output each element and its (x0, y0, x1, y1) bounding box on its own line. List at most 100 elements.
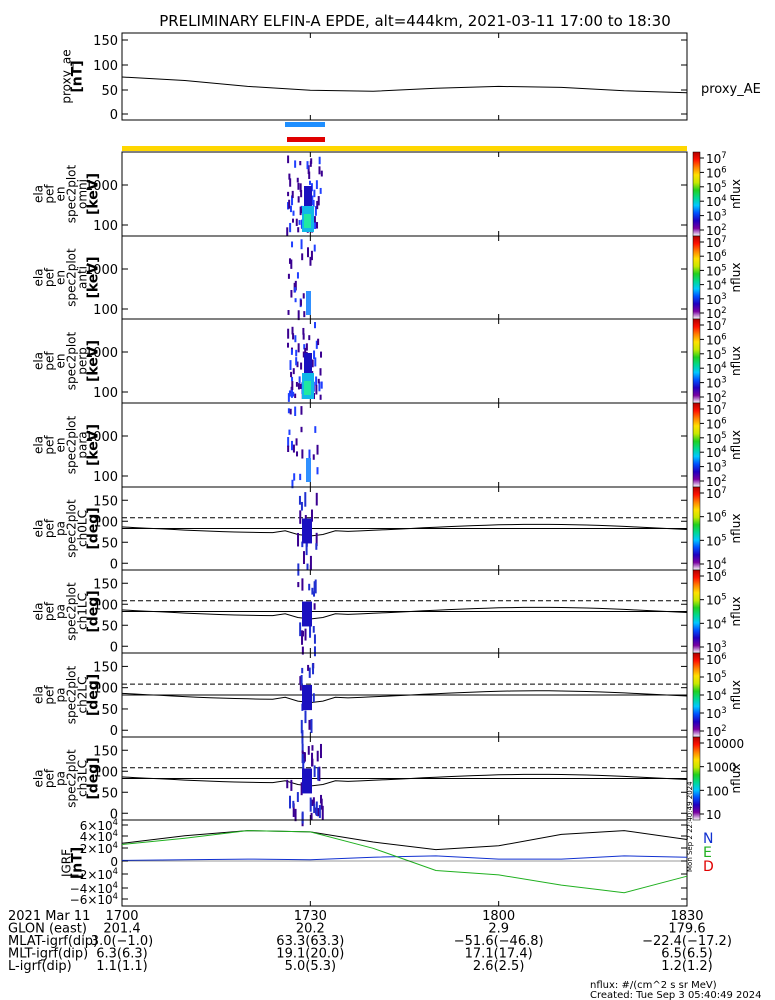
line-series-group (121, 76, 688, 94)
figure-title: PRELIMINARY ELFIN-A EPDE, alt=444km, 202… (159, 12, 671, 30)
y-tick-label: 0 (110, 807, 118, 822)
colorbar (692, 652, 701, 738)
panel-frame (121, 819, 688, 907)
line-series-group (121, 830, 688, 894)
colorbar (692, 235, 701, 320)
spectrogram-pixel (292, 391, 295, 397)
footer: nflux: #/(cm^2 s sr MeV)Created: Tue Sep… (590, 781, 762, 1000)
spectrogram-pixel (287, 155, 290, 164)
x-row-value: 2.6(2.5) (473, 959, 525, 974)
series-line-E (121, 855, 688, 861)
y-tick-label: 1000 (85, 263, 118, 278)
y-axis-label: spec2plot (65, 499, 79, 558)
y-axis-label: [keV] (86, 424, 102, 466)
y-axis-label: ela (32, 436, 46, 454)
colorbar-label: nflux (729, 680, 743, 710)
x-row-value: 2.9 (488, 922, 509, 937)
spectrogram-pixel (300, 719, 303, 734)
spectrogram-pixel (299, 161, 302, 166)
spectrogram-pixel (290, 388, 293, 398)
spectrogram-pixel (291, 241, 294, 248)
spectrogram-pixel (287, 191, 290, 197)
colorbar-tick-label: 107 (706, 485, 727, 501)
y-axis-label: IGRF (60, 849, 74, 877)
y-tick-label: 100 (93, 386, 118, 401)
spectrogram-pixel (300, 239, 303, 250)
spectrogram-pixel (313, 603, 316, 610)
x-row-label: L-igrf(dip) (8, 959, 72, 974)
spectrogram-pixel (299, 383, 302, 389)
units-note: nflux: #/(cm^2 s sr MeV) (590, 980, 717, 991)
y-axis-label: pef (43, 267, 57, 287)
spectrogram-pixel (304, 710, 307, 724)
y-axis-label: spec2plot (65, 749, 79, 808)
spectrogram-pixel (315, 492, 318, 506)
spectrogram-pixel (288, 429, 291, 435)
y-axis-label: spec2plot (65, 582, 79, 641)
spectrogram-pixel (296, 177, 299, 183)
spectrogram-pixel (287, 437, 290, 447)
spectrogram-pixel (288, 173, 291, 180)
spectrogram-pixel (301, 743, 304, 754)
spectrogram-pixel (289, 360, 292, 370)
spectrogram-pixel (310, 812, 313, 821)
y-axis-label: [keV] (86, 173, 102, 215)
spectrogram-pixel (293, 473, 296, 481)
spectrogram-pixel (314, 322, 317, 329)
y-axis-label: pef (43, 768, 57, 788)
spectrogram-pixel (315, 340, 318, 349)
panel-en-anti: elapefenspec2plotanti[keV]10001001071061… (32, 234, 744, 321)
spectrogram-pixel (319, 394, 322, 400)
spectrogram-pixel (302, 758, 305, 770)
x-row-value: 63.3(63.3) (276, 934, 344, 949)
legend-entry: D (703, 859, 714, 875)
spectrogram-pixel (302, 293, 305, 299)
y-axis-label: en (54, 354, 68, 369)
spectrogram-pixel (320, 351, 323, 358)
spectrogram-pixel (318, 381, 321, 392)
colorbar-tick-label: 100 (706, 784, 729, 798)
spectrogram-pixel (290, 259, 293, 269)
spectrogram-pixel (288, 258, 291, 264)
y-axis-label: ela (32, 602, 46, 620)
y-tick-label: −2×104 (70, 866, 118, 882)
spectrogram-pixel (312, 199, 315, 207)
spectrogram-pixel (301, 541, 304, 548)
spectrogram-pixel (313, 646, 316, 657)
series-line-D (121, 830, 688, 894)
colorbar (692, 486, 701, 571)
spectrogram-pixel (302, 333, 305, 340)
x-row-value: 20.2 (296, 922, 325, 937)
spectrogram-pixel (317, 767, 320, 781)
spectrogram-pixel (313, 591, 316, 597)
spectrogram-pixel (295, 357, 298, 366)
y-tick-label: 100 (93, 303, 118, 318)
y-tick-label: 1000 (85, 179, 118, 194)
colorbar-tick-label: 103 (706, 705, 727, 721)
y-tick-label: 100 (93, 515, 118, 530)
y-tick-label: 0 (110, 640, 118, 655)
spectrogram-core (302, 518, 312, 544)
spectrogram-pixel (311, 587, 314, 595)
spectrogram-pixel (288, 390, 291, 397)
spectrogram-pixel (301, 253, 304, 261)
legend-entry: E (703, 845, 712, 861)
spectrogram-pixel (315, 376, 318, 386)
spectrogram-pixel (312, 693, 315, 703)
spectrogram-pixel (313, 244, 316, 252)
spectrogram-pixel (309, 180, 312, 185)
y-axis-label: perp (76, 347, 90, 375)
panel-proxy-ae: proxy_ae[nT] 150 100 50 0 proxy_AE (60, 32, 761, 123)
y-tick-label: 50 (101, 786, 118, 801)
spectrogram-pixel (309, 160, 312, 167)
spectrogram-pixel (307, 247, 310, 258)
spectrogram-pixel (287, 393, 290, 402)
colorbar-label: nflux (729, 346, 743, 376)
spectrogram-pixel (311, 663, 314, 670)
spectrogram-pixel (304, 492, 307, 507)
spectrogram-pixel (311, 745, 314, 751)
spectrogram-pixel (294, 287, 297, 293)
spectrogram-pixel (297, 310, 300, 321)
spectrogram-core (302, 601, 312, 627)
colorbar-tick-label: 105 (706, 532, 727, 548)
